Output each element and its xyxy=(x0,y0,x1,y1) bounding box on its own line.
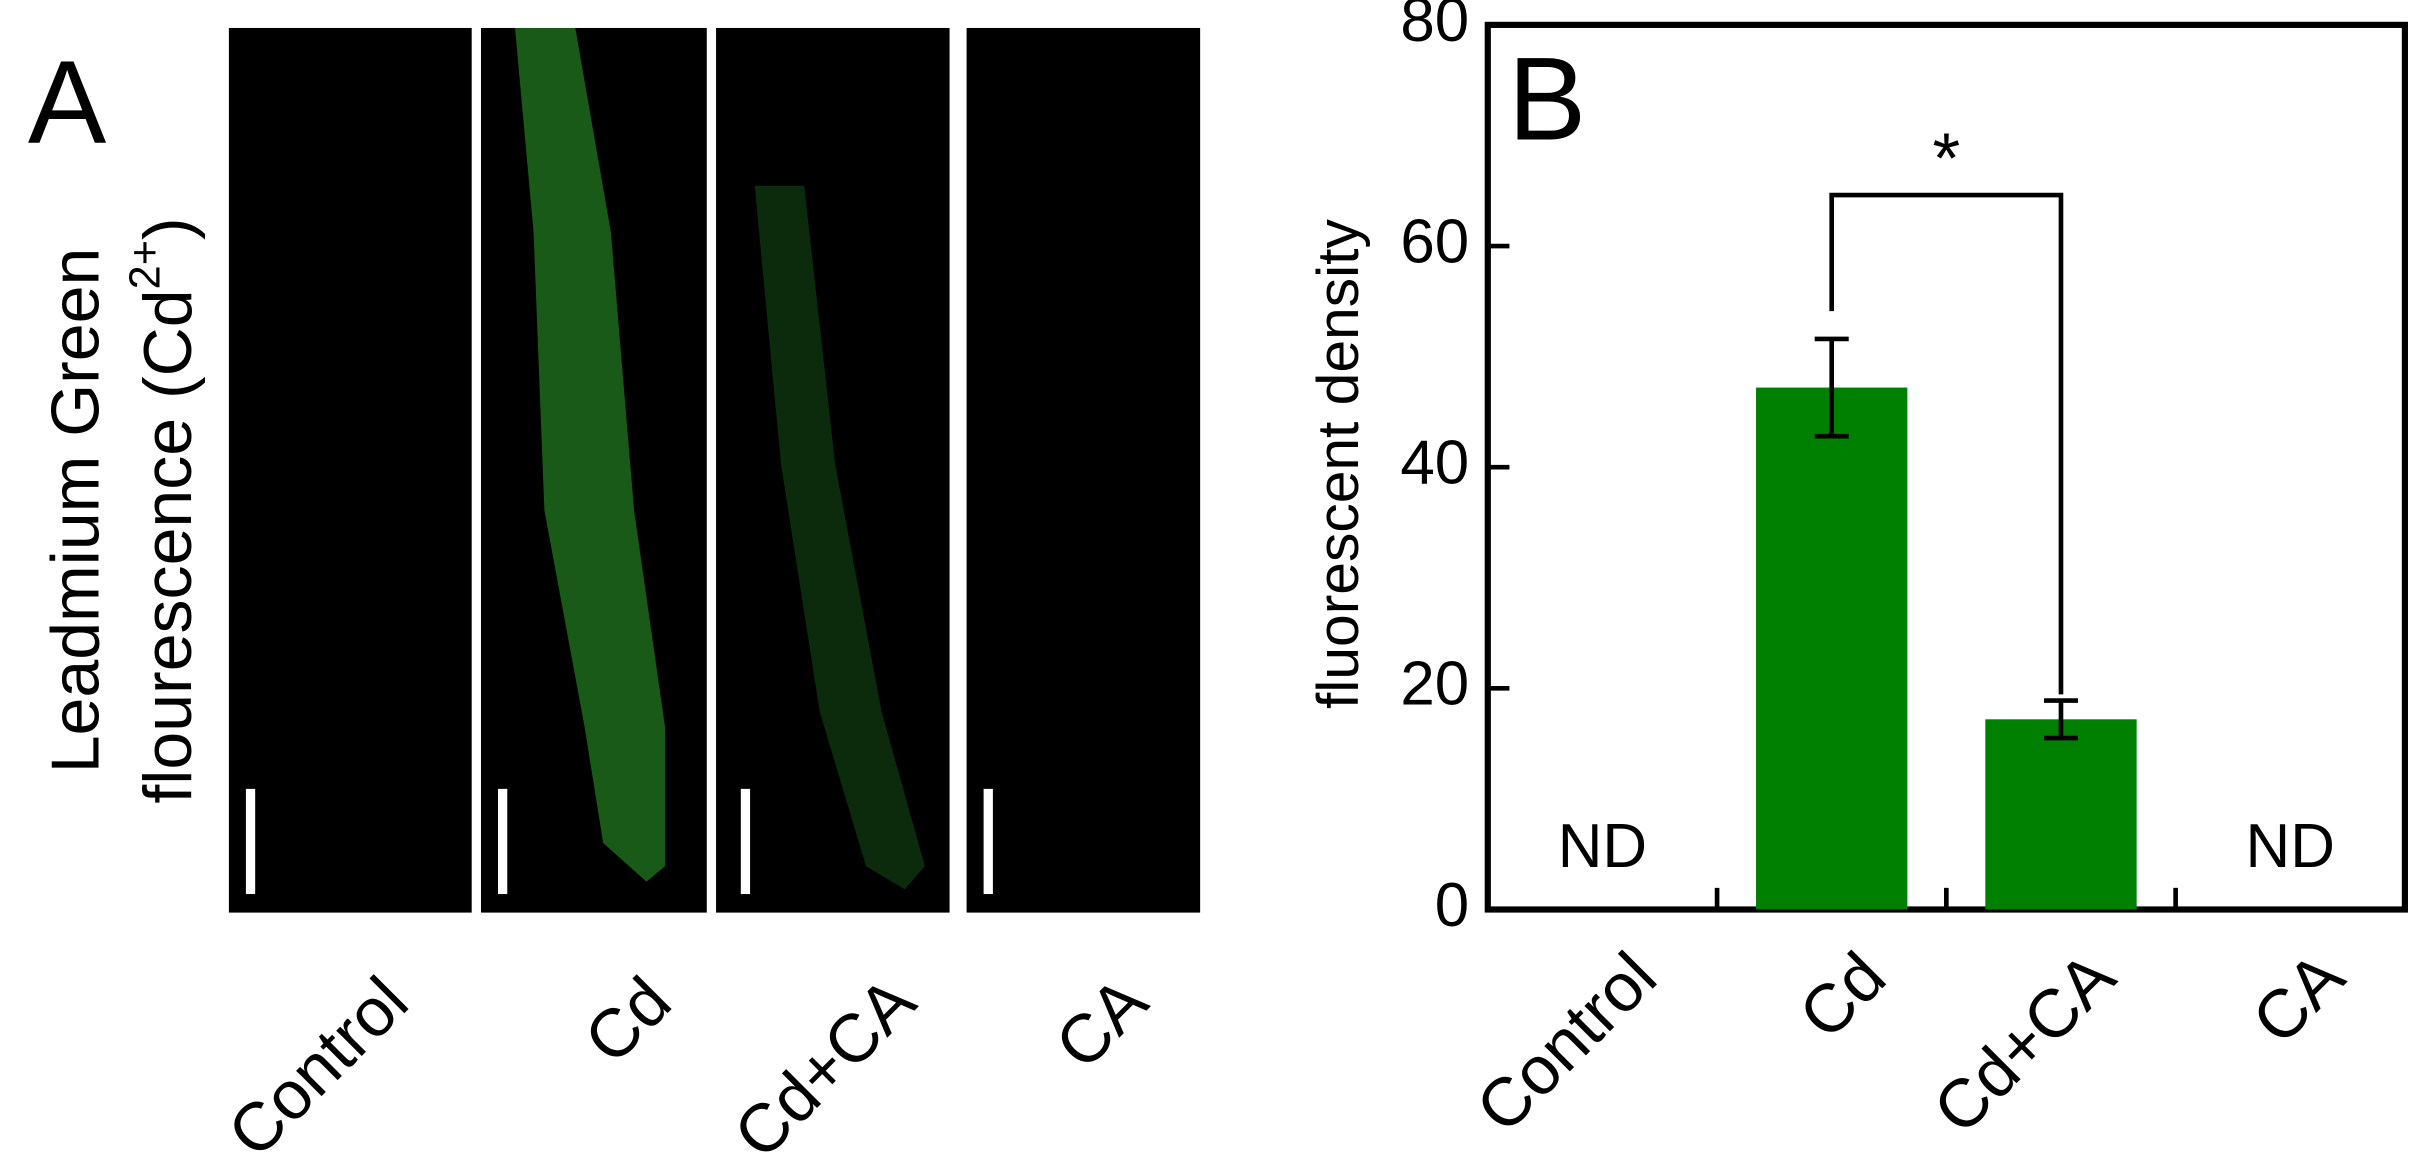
scale-bar xyxy=(740,788,751,895)
bar xyxy=(1756,387,1908,910)
y-tick-label: 0 xyxy=(1435,871,1469,940)
value-label: ND xyxy=(1558,812,1647,881)
x-tick-label: Control xyxy=(1462,938,1671,1147)
x-tick-label: Control xyxy=(214,963,423,1171)
y-tick-label: 60 xyxy=(1400,207,1469,276)
root-fluorescence xyxy=(515,27,666,882)
y-axis-label: Leadmium Green xyxy=(37,248,113,774)
scale-bar xyxy=(497,788,508,895)
error-bar xyxy=(1814,336,1849,439)
y-axis-label: fluorescent density xyxy=(1306,219,1371,709)
bar xyxy=(1985,719,2137,910)
error-bar xyxy=(2043,698,2078,741)
significance-label: * xyxy=(1932,120,1960,199)
y-tick-label: 80 xyxy=(1400,0,1469,55)
y-axis-label-text: flourescence (Cd xyxy=(130,289,206,803)
x-tick-label: Cd xyxy=(570,963,685,1078)
x-tick-label: Cd+CA xyxy=(1919,938,2130,1149)
y-tick-label: 40 xyxy=(1400,429,1469,498)
scale-bar xyxy=(983,788,993,895)
y-axis-label-close: ) xyxy=(130,217,206,240)
micrograph xyxy=(228,27,472,913)
micrograph xyxy=(966,27,1201,913)
panel-label: B xyxy=(1508,33,1586,164)
panel-label: A xyxy=(28,36,107,167)
micrographs xyxy=(228,27,1201,913)
x-tick-label: Cd xyxy=(1785,938,1900,1053)
root-fluorescence xyxy=(754,185,925,890)
scale-bar xyxy=(245,788,256,895)
x-tick-label: CA xyxy=(1041,962,1162,1083)
y-axis-label-sup: 2+ xyxy=(122,240,170,289)
significance-bracket xyxy=(1829,192,2064,695)
y-tick-label: 20 xyxy=(1400,650,1469,719)
value-label: ND xyxy=(2246,812,2335,881)
y-axis-label: flourescence (Cd2+) xyxy=(122,217,206,803)
x-tick-label: CA xyxy=(2238,938,2359,1059)
x-tick-label: Cd+CA xyxy=(720,962,931,1171)
